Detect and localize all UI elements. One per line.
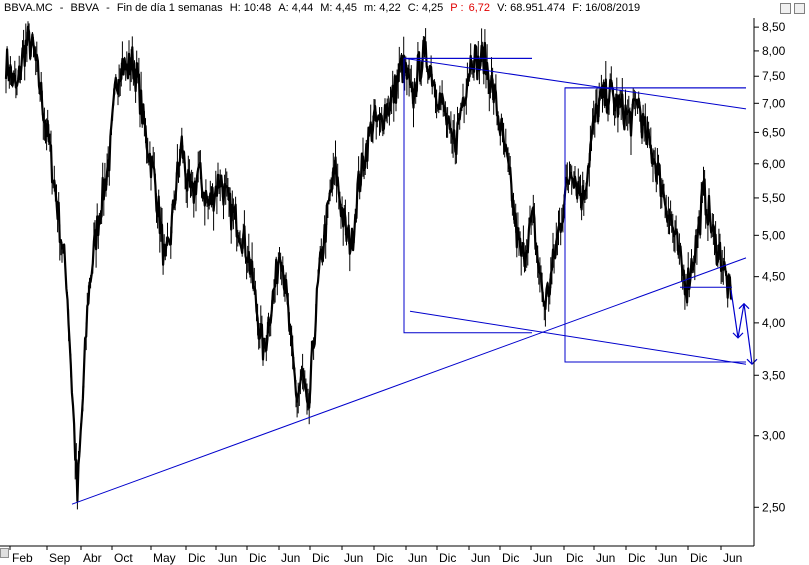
drawings-overlay (71, 57, 758, 505)
time-tick-label: Jun (471, 551, 490, 565)
price-tick-label: 7,50 (762, 69, 786, 83)
price-tick-label: 4,50 (762, 270, 786, 284)
window-restore-button[interactable] (780, 3, 791, 14)
symbol-code: BBVA.MC (4, 2, 53, 14)
period-label: Fin de día 1 semanas (116, 2, 223, 14)
low-value: m: 4,22 (364, 2, 401, 14)
price-tick-label: 7,00 (762, 96, 786, 110)
window-maximize-button[interactable] (794, 3, 805, 14)
time-tick-label: Jun (344, 551, 363, 565)
time-tick-label: Jun (218, 551, 237, 565)
price-tick-label: 5,50 (762, 191, 786, 205)
trendline-support-lower (409, 310, 747, 365)
chart-header: BBVA.MC - BBVA - Fin de día 1 semanas H:… (0, 0, 809, 17)
price-tick-label: 2,50 (762, 500, 786, 514)
projection-arrow-path (730, 289, 753, 365)
price-series-line (4, 25, 733, 503)
price-tick-label: 6,00 (762, 157, 786, 171)
time-tick-label: Dic (249, 551, 266, 565)
percent-label: P : (450, 2, 464, 14)
time-tick-label: Jun (596, 551, 615, 565)
arrow-head (732, 332, 744, 339)
time-tick-label: Oct (114, 551, 133, 565)
time-tick-label: Dic (690, 551, 707, 565)
time-tick-label: Feb (12, 551, 33, 565)
time-tick-label: Dic (628, 551, 645, 565)
percent-value: 6,72 (468, 2, 491, 14)
time-tick-label: Dic (376, 551, 393, 565)
open-value: A: 4,44 (278, 2, 314, 14)
price-tick-label: 3,50 (762, 368, 786, 382)
trendline-resistance-upper (403, 57, 747, 110)
time-axis: Feb Sep Abr Oct May Dic Jun Dic Jun Dic Jun Dic Jun D… (0, 545, 754, 565)
price-axis: 8,50 8,00 7,50 7,00 6,50 6,00 5,50 5,00 4,50 4,00… (753, 18, 786, 546)
arrow-head (746, 358, 758, 366)
price-tick-label: 3,00 (762, 429, 786, 443)
time-tick-label: Jun (533, 551, 552, 565)
close-value: C: 4,25 (407, 2, 444, 14)
date-value: F: 16/08/2019 (572, 2, 641, 14)
symbol-name: BBVA (70, 2, 100, 14)
time-tick-label: Dic (188, 551, 205, 565)
high-value: M: 4,45 (320, 2, 357, 14)
time-tick-label: Jun (408, 551, 427, 565)
time-tick-label: Jun (281, 551, 300, 565)
price-tick-label: 6,50 (762, 125, 786, 139)
trendline-support-long (71, 257, 747, 505)
time-tick-label: Dic (312, 551, 329, 565)
time-value: H: 10:48 (229, 2, 272, 14)
time-tick-label: Sep (49, 551, 71, 565)
time-tick-label: Dic (566, 551, 583, 565)
price-tick-label: 8,00 (762, 44, 786, 58)
scroll-left-button[interactable] (0, 548, 9, 558)
price-tick-label: 4,00 (762, 316, 786, 330)
price-tick-label: 8,50 (762, 20, 786, 34)
time-tick-label: May (153, 551, 176, 565)
price-tick-label: 5,00 (762, 228, 786, 242)
header-separator: - (59, 2, 64, 14)
time-tick-label: Jun (658, 551, 677, 565)
volume-value: V: 68.951.474 (497, 2, 566, 14)
time-tick-label: Dic (439, 551, 456, 565)
price-layer (4, 21, 733, 510)
time-tick-label: Abr (83, 551, 102, 565)
header-separator-2: - (106, 2, 110, 14)
time-tick-label: Dic (502, 551, 519, 565)
arrow-head (738, 302, 750, 310)
time-tick-label: Jun (723, 551, 742, 565)
